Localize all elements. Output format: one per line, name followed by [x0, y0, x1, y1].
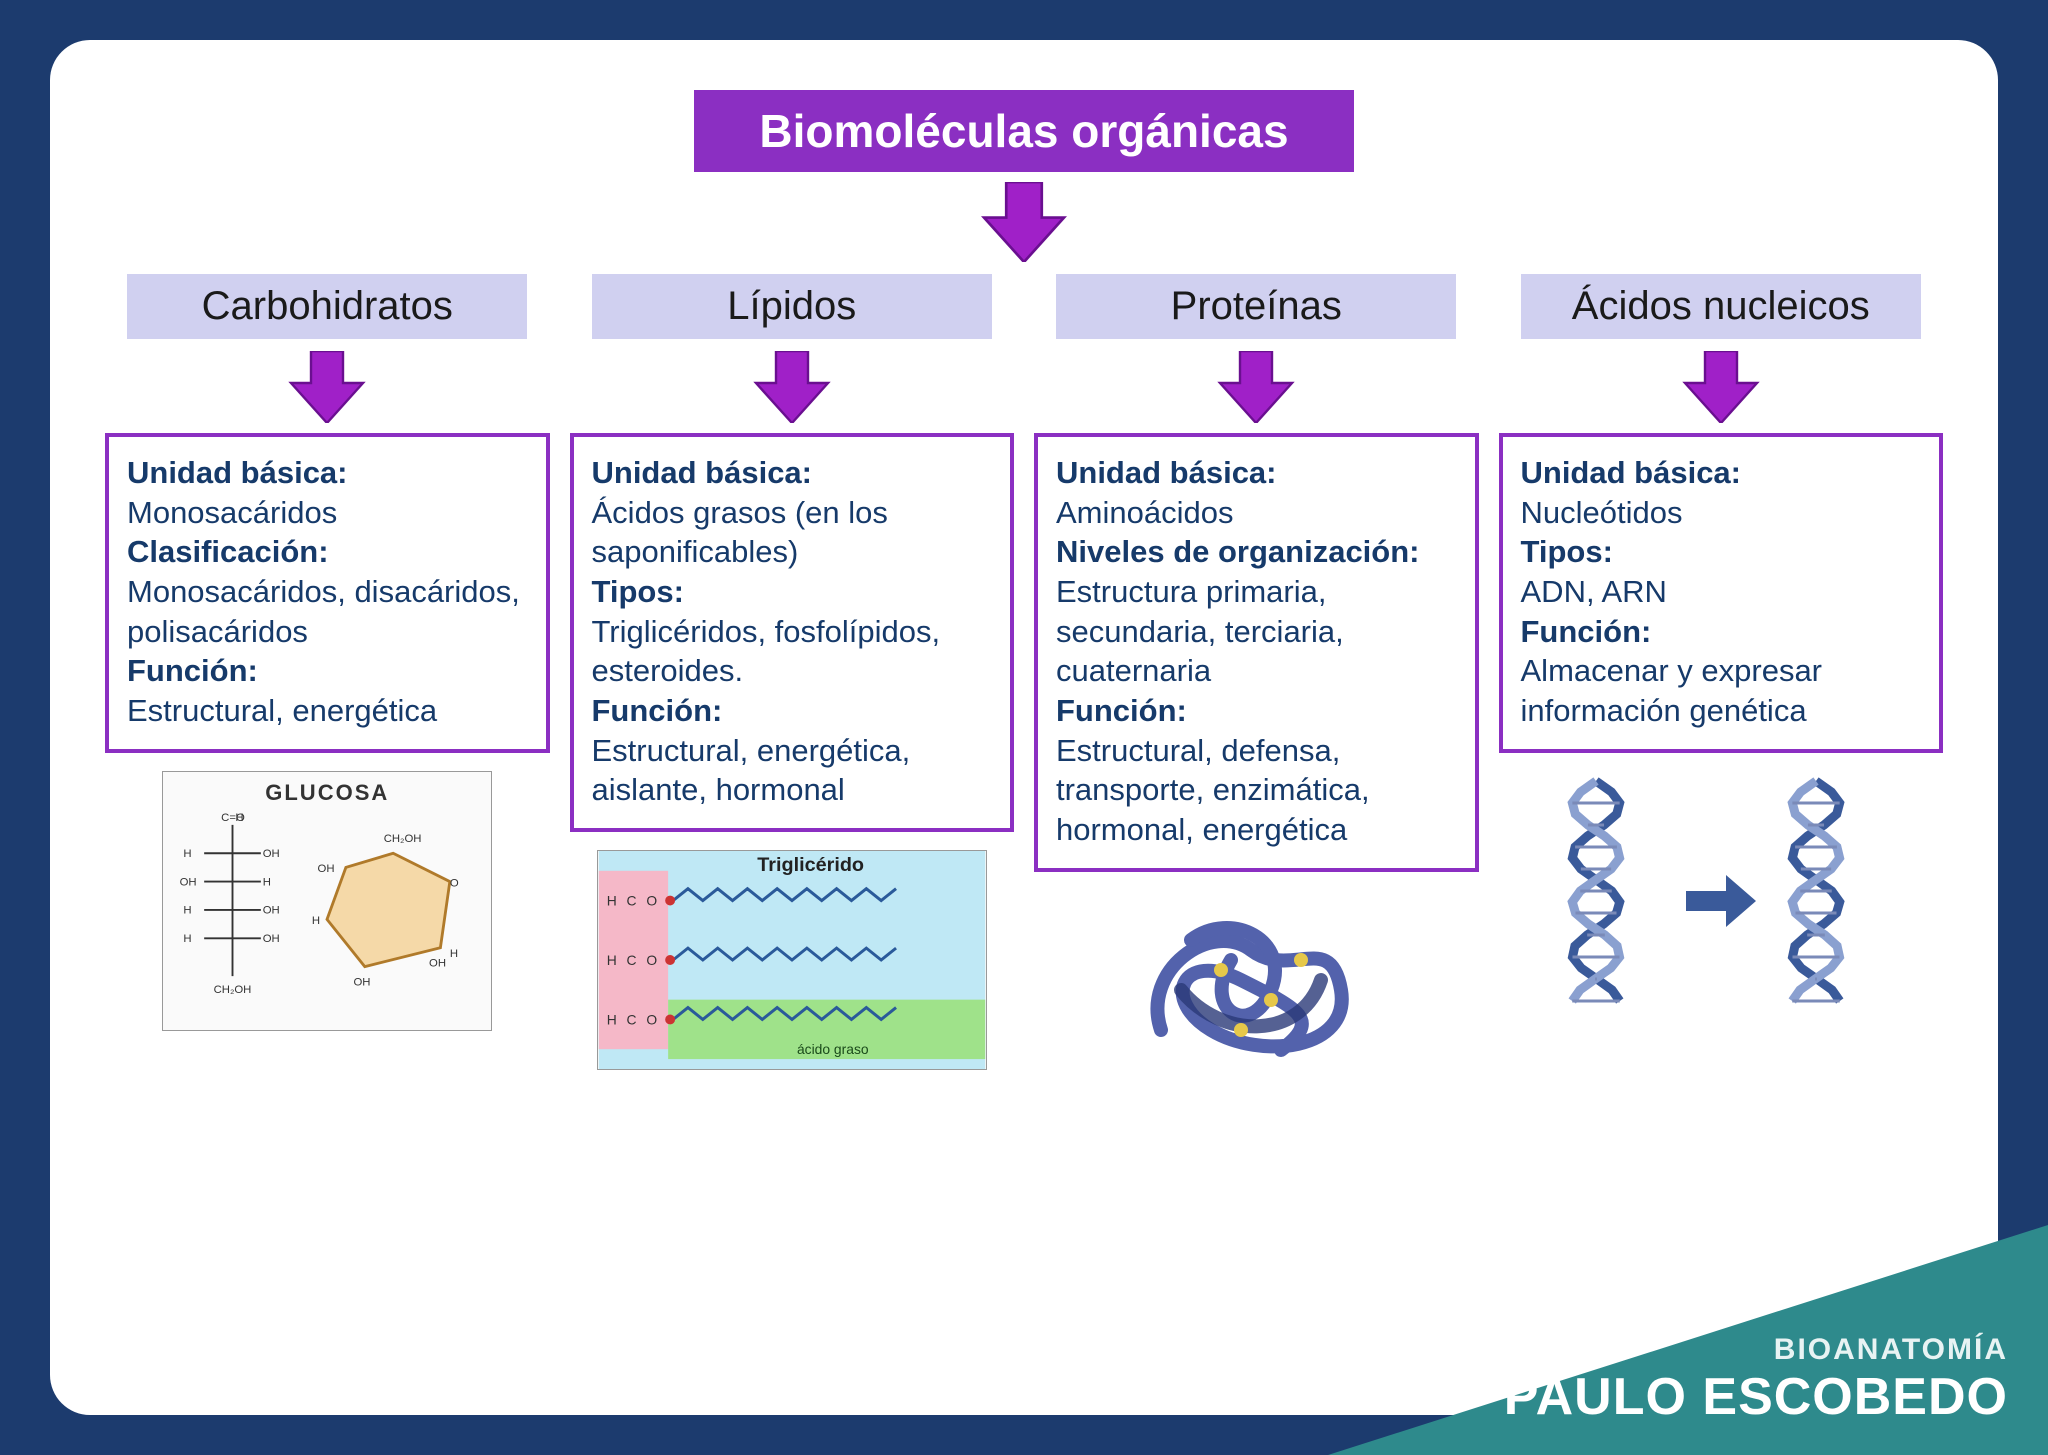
illustration-dna	[1536, 771, 1906, 1021]
field-label: Función:	[1521, 612, 1922, 652]
svg-text:OH: OH	[354, 976, 371, 988]
svg-text:OH: OH	[429, 957, 446, 969]
svg-text:OH: OH	[263, 848, 280, 860]
svg-text:H: H	[236, 812, 244, 824]
field-value: Estructural, energética	[127, 691, 528, 731]
field-label: Función:	[1056, 691, 1457, 731]
footer-author: PAULO ESCOBEDO	[1504, 1367, 2008, 1427]
svg-text:C: C	[626, 952, 636, 968]
field-value: Estructural, defensa, transporte, enzimá…	[1056, 731, 1457, 850]
svg-text:H: H	[263, 876, 271, 888]
field-label: Tipos:	[1521, 532, 1922, 572]
field-label: Función:	[592, 691, 993, 731]
category-label: Ácidos nucleicos	[1521, 274, 1921, 339]
svg-text:C: C	[626, 1011, 636, 1027]
illustration-triglyceride: TriglicéridoHHHCCCOOOácido graso	[597, 850, 987, 1070]
category-column: CarbohidratosUnidad básica:Monosacáridos…	[105, 274, 550, 1070]
category-column: Proteínas Unidad básica:AminoácidosNivele…	[1034, 274, 1479, 1070]
illustration-glucose: GLUCOSAC=OHHOHOHHHOHHOHCH₂OHCH₂OHHOOHOHO…	[162, 771, 492, 1031]
arrow-down-icon	[287, 351, 367, 423]
arrow-down-main	[979, 182, 1069, 262]
field-label: Unidad básica:	[1521, 453, 1922, 493]
svg-text:CH₂OH: CH₂OH	[214, 984, 252, 996]
svg-text:H: H	[312, 915, 320, 927]
info-box: Unidad básica:NucleótidosTipos:ADN, ARNF…	[1499, 433, 1944, 753]
svg-text:H: H	[606, 893, 616, 909]
svg-text:H: H	[184, 933, 192, 945]
svg-text:H: H	[184, 848, 192, 860]
field-value: Almacenar y expresar información genétic…	[1521, 651, 1922, 730]
field-label: Unidad básica:	[1056, 453, 1457, 493]
illustration-sublabel: ácido graso	[797, 1041, 869, 1057]
svg-text:H: H	[606, 952, 616, 968]
arrow-down-icon	[1216, 351, 1296, 423]
svg-text:H: H	[450, 948, 458, 960]
field-value: Ácidos grasos (en los saponificables)	[592, 493, 993, 572]
footer-subtitle: BIOANATOMÍA	[1504, 1333, 2008, 1367]
info-box: Unidad básica:AminoácidosNiveles de orga…	[1034, 433, 1479, 872]
field-label: Unidad básica:	[592, 453, 993, 493]
svg-text:CH₂OH: CH₂OH	[384, 833, 422, 845]
field-value: Triglicéridos, fosfolípidos, esteroides.	[592, 612, 993, 691]
category-label: Lípidos	[592, 274, 992, 339]
svg-text:OH: OH	[263, 904, 280, 916]
field-value: Monosacáridos, disacáridos, polisacárido…	[127, 572, 528, 651]
field-value: Nucleótidos	[1521, 493, 1922, 533]
field-value: Estructural, energética, aislante, hormo…	[592, 731, 993, 810]
svg-text:H: H	[184, 904, 192, 916]
illustration-caption: GLUCOSA	[169, 780, 485, 806]
arrow-down-icon	[752, 351, 832, 423]
category-column: Ácidos nucleicos Unidad básica:Nucleótido…	[1499, 274, 1944, 1070]
svg-text:C: C	[626, 893, 636, 909]
svg-text:OH: OH	[318, 863, 335, 875]
svg-text:O: O	[450, 877, 459, 889]
category-label: Carbohidratos	[127, 274, 527, 339]
diagram-title: Biomoléculas orgánicas	[694, 90, 1354, 172]
illustration-protein	[1121, 890, 1391, 1070]
arrow-down-icon	[1681, 351, 1761, 423]
field-label: Unidad básica:	[127, 453, 528, 493]
svg-text:OH: OH	[180, 876, 197, 888]
category-label: Proteínas	[1056, 274, 1456, 339]
svg-text:OH: OH	[263, 933, 280, 945]
field-label: Tipos:	[592, 572, 993, 612]
category-column: Lípidos Unidad básica:Ácidos grasos (en l…	[570, 274, 1015, 1070]
svg-text:H: H	[606, 1011, 616, 1027]
field-label: Clasificación:	[127, 532, 528, 572]
footer-text: BIOANATOMÍA PAULO ESCOBEDO	[1504, 1333, 2008, 1427]
content-card: Biomoléculas orgánicas Carbohidratos Unid…	[50, 40, 1998, 1415]
svg-text:O: O	[646, 893, 657, 909]
field-value: ADN, ARN	[1521, 572, 1922, 612]
field-value: Monosacáridos	[127, 493, 528, 533]
svg-text:O: O	[646, 952, 657, 968]
illustration-caption: Triglicérido	[757, 854, 864, 876]
categories-row: CarbohidratosUnidad básica:Monosacáridos…	[95, 274, 1953, 1070]
field-label: Niveles de organización:	[1056, 532, 1457, 572]
info-box: Unidad básica:Ácidos grasos (en los sapo…	[570, 433, 1015, 832]
svg-text:O: O	[646, 1011, 657, 1027]
field-value: Estructura primaria, secundaria, terciar…	[1056, 572, 1457, 691]
info-box: Unidad básica:MonosacáridosClasificación…	[105, 433, 550, 753]
field-value: Aminoácidos	[1056, 493, 1457, 533]
field-label: Función:	[127, 651, 528, 691]
